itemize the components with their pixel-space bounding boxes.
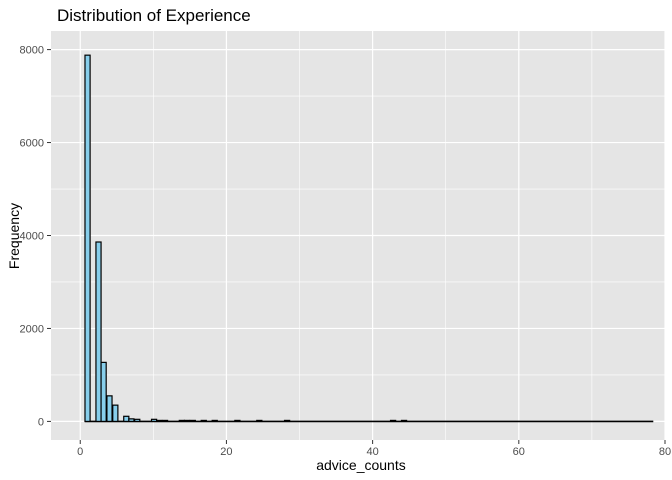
y-tick-label: 2000 [20,323,44,335]
histogram-bar [112,404,119,423]
histogram-bar [123,415,130,423]
histogram-bars [84,54,654,423]
y-tick-label: 4000 [20,231,44,243]
histogram-bar [183,419,191,423]
x-tick-label: 40 [366,446,378,458]
histogram-bar [256,419,263,423]
histogram-bar [100,361,107,423]
x-tick-label: 80 [659,446,671,458]
histogram-bar [400,419,408,423]
histogram-bar [106,395,113,423]
histogram-bar [178,419,185,423]
histogram-bar [134,418,141,423]
y-axis: 0 2000 4000 6000 8000 [20,45,51,428]
histogram-bar [128,418,135,423]
histogram-bar [95,241,102,423]
y-axis-title: Frequency [6,203,22,269]
y-tick-label: 6000 [20,138,44,150]
histogram-bar [234,419,241,423]
histogram-bar [150,418,158,423]
x-axis: 0 20 40 60 80 [77,440,671,458]
histogram-bar [189,419,196,423]
x-tick-label: 20 [220,446,232,458]
histogram-bar [156,419,163,423]
histogram-bar [84,54,91,423]
x-axis-title: advice_counts [316,457,406,473]
y-tick-label: 8000 [20,45,44,57]
histogram-bar [211,419,218,423]
y-tick-label: 0 [38,416,44,428]
histogram-bar [389,419,397,423]
x-tick-label: 60 [513,446,525,458]
histogram-bar [283,419,291,423]
x-tick-label: 0 [77,446,83,458]
chart-title: Distribution of Experience [57,6,251,25]
histogram-bar [161,419,169,423]
histogram-bar [200,419,207,423]
